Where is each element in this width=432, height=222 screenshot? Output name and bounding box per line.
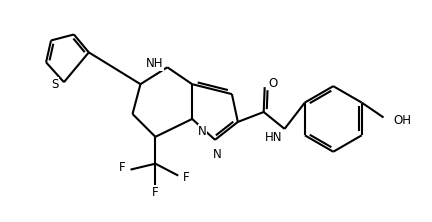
Text: HN: HN — [265, 131, 283, 144]
Text: F: F — [119, 161, 126, 174]
Text: OH: OH — [394, 114, 411, 127]
Text: S: S — [51, 78, 59, 91]
Text: F: F — [183, 171, 190, 184]
Text: O: O — [268, 77, 277, 90]
Text: NH: NH — [146, 57, 163, 70]
Text: F: F — [152, 186, 159, 199]
Text: N: N — [213, 148, 221, 161]
Text: N: N — [198, 125, 207, 138]
